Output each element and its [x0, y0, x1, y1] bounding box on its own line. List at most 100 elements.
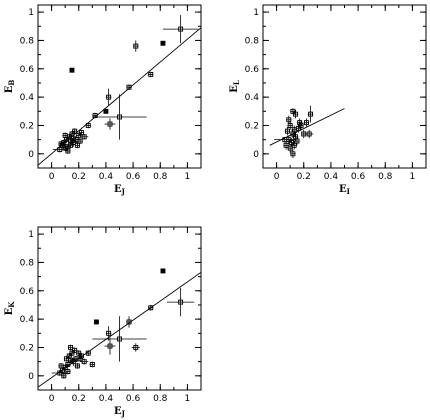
data-point [287, 121, 293, 130]
data-point [85, 122, 91, 129]
chart-panel-1: 0 0 0.2 0.2 0.4 0.4 0.6 0.6 0.8 0.8 1 1 EJ EB [4, 4, 202, 196]
point-marker [77, 356, 83, 362]
point-marker [76, 132, 82, 138]
point-marker [289, 140, 294, 145]
x-tick-label: 0.4 [99, 172, 114, 182]
data-point [286, 115, 292, 125]
data-point [167, 287, 195, 317]
data-point [65, 368, 71, 375]
data-point [305, 129, 314, 139]
y-axis-label: EK [4, 301, 16, 316]
data-point [78, 129, 85, 136]
point-marker [79, 353, 84, 359]
data-point [284, 126, 291, 136]
point-marker [61, 373, 67, 379]
x-tick-label: 0.8 [378, 172, 393, 182]
data-point [294, 136, 300, 146]
point-marker [291, 127, 297, 133]
point-marker [297, 120, 303, 126]
y-tick-label: 0.6 [245, 65, 260, 75]
data-point [160, 268, 166, 274]
point-marker [65, 369, 71, 375]
x-tick-label: 1 [185, 172, 191, 182]
y-tick-label: 1 [28, 8, 34, 18]
point-marker [72, 128, 78, 134]
y-tick-label: 0.8 [20, 36, 35, 46]
data-point [133, 40, 139, 52]
point-marker [58, 141, 64, 147]
data-point [162, 14, 199, 44]
point-marker [58, 363, 64, 369]
point-marker [298, 123, 304, 128]
point-marker [65, 362, 71, 367]
point-marker [62, 132, 68, 138]
data-point [292, 109, 299, 119]
y-tick-label: 0.4 [245, 93, 260, 103]
data-point [290, 149, 296, 159]
data-point [307, 105, 314, 123]
point-marker [287, 145, 293, 151]
y-tick-label: 1 [253, 8, 259, 18]
data-point [80, 133, 89, 140]
y-tick-label: 0.2 [245, 121, 259, 131]
point-marker [81, 134, 87, 140]
y-tick-label: 0.8 [245, 36, 260, 46]
data-point [80, 358, 89, 365]
point-marker [117, 114, 122, 120]
data-point [105, 88, 112, 106]
point-marker [133, 345, 139, 350]
point-marker [81, 359, 87, 365]
point-marker [79, 130, 84, 136]
data-point [93, 319, 99, 325]
point-marker [148, 72, 154, 77]
data-point [59, 142, 66, 149]
x-tick-label: 0 [274, 172, 280, 182]
data-point [105, 326, 112, 341]
point-marker [126, 84, 132, 90]
plot-area [38, 268, 201, 388]
point-marker [60, 142, 65, 148]
data-point [131, 343, 140, 352]
x-tick-label: 0.6 [126, 172, 141, 182]
y-tick-label: 0.2 [20, 343, 34, 353]
point-marker [85, 123, 91, 128]
point-marker [308, 111, 313, 117]
point-marker [70, 135, 76, 141]
data-point [62, 132, 68, 139]
data-point [291, 141, 297, 150]
point-marker [92, 113, 98, 119]
point-marker [290, 151, 296, 157]
point-marker [178, 26, 184, 32]
y-tick-label: 0 [28, 372, 34, 382]
data-point [290, 108, 296, 115]
x-tick-label: 0.2 [72, 172, 86, 182]
data-point [126, 84, 132, 91]
x-tick-label: 0.2 [72, 394, 86, 404]
point-marker [70, 359, 76, 365]
y-tick-label: 0 [253, 150, 259, 160]
point-marker [304, 120, 309, 126]
point-marker [293, 111, 299, 117]
y-tick-label: 0.4 [20, 315, 35, 325]
point-marker [285, 128, 290, 134]
data-point [77, 138, 83, 144]
data-point [67, 357, 74, 364]
data-point [67, 138, 74, 144]
y-axis-label: EB [4, 80, 16, 94]
data-point [273, 136, 296, 143]
chart-panel-2: 0 0 0.2 0.2 0.4 0.4 0.6 0.6 0.8 0.8 1 1 EI EL [229, 4, 427, 196]
data-point [103, 108, 109, 114]
point-marker [160, 268, 166, 274]
data-point [104, 337, 116, 355]
data-point [61, 372, 67, 379]
point-marker [77, 138, 83, 144]
fit-line [269, 108, 345, 146]
point-marker [290, 108, 296, 114]
data-point [69, 350, 75, 356]
data-point [148, 304, 154, 311]
point-marker [160, 40, 166, 46]
data-point [126, 316, 132, 328]
point-marker [93, 319, 99, 325]
plot-area [269, 105, 345, 159]
